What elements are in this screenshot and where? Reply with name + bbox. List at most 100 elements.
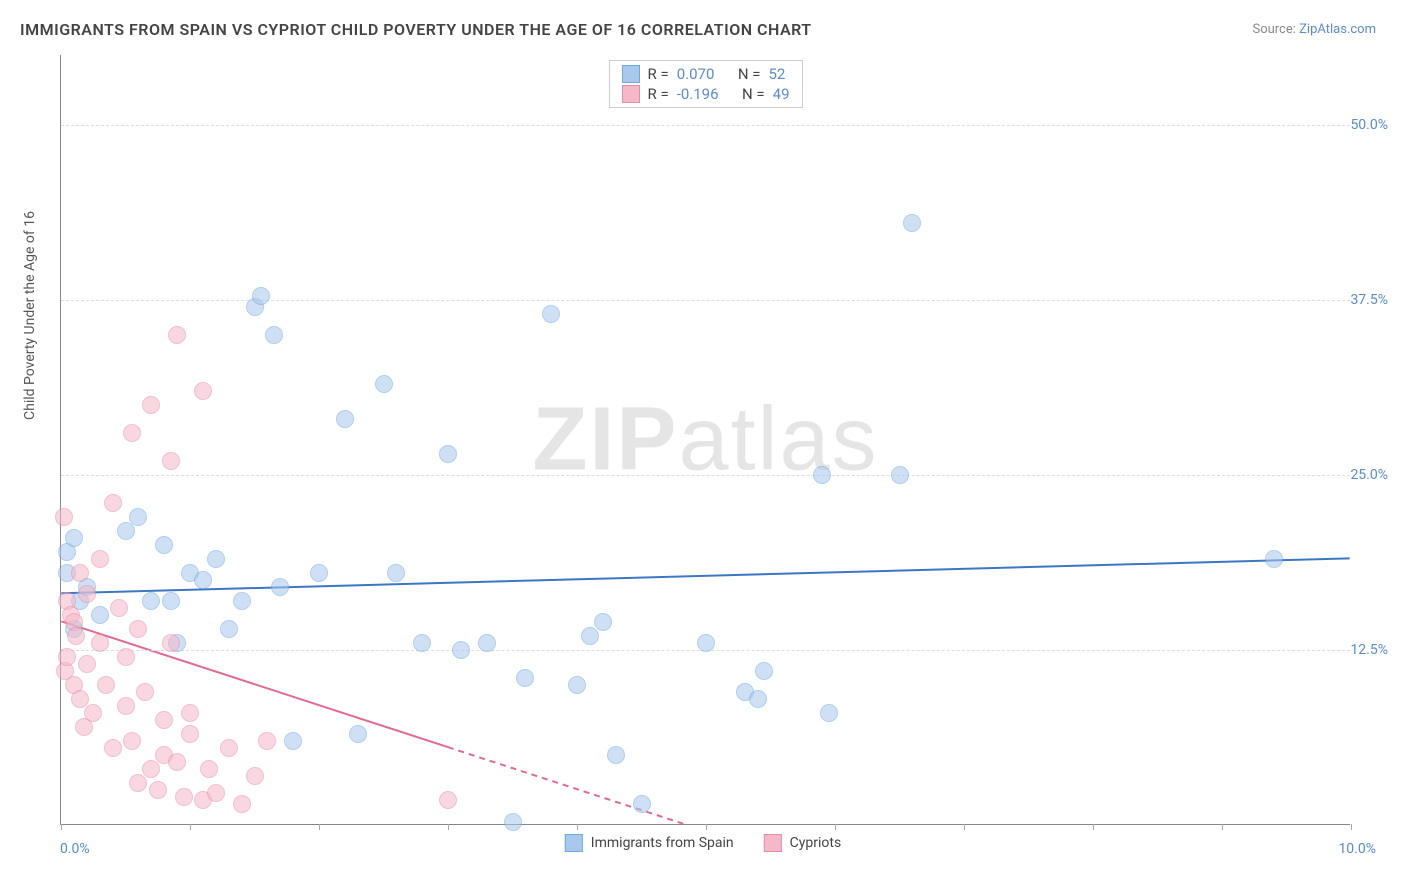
data-point [220, 620, 238, 638]
data-point [58, 648, 76, 666]
y-tick-label: 25.0% [1350, 467, 1388, 483]
data-point [233, 592, 251, 610]
legend-label: Immigrants from Spain [591, 835, 734, 851]
gridline-h [61, 125, 1350, 126]
data-point [568, 676, 586, 694]
data-point [78, 585, 96, 603]
stats-row: R = -0.196 N = 49 [621, 85, 789, 103]
x-tick [319, 824, 320, 830]
n-label: N = [742, 85, 765, 103]
plot-area: ZIPatlas R =0.070 N =52R =-0.196 N =49 [60, 55, 1350, 825]
y-tick-label: 12.5% [1350, 642, 1388, 658]
data-point [91, 634, 109, 652]
data-point [91, 606, 109, 624]
x-tick-min: 0.0% [60, 841, 90, 857]
data-point [84, 704, 102, 722]
stats-row: R =0.070 N =52 [621, 65, 789, 83]
data-point [123, 424, 141, 442]
n-label: N = [738, 65, 761, 83]
data-point [162, 592, 180, 610]
data-point [246, 767, 264, 785]
data-point [123, 732, 141, 750]
data-point [207, 550, 225, 568]
data-point [129, 774, 147, 792]
r-value: -0.196 [677, 85, 719, 103]
y-tick-label: 37.5% [1350, 292, 1388, 308]
data-point [633, 795, 651, 813]
watermark-zip: ZIP [532, 389, 678, 489]
data-point [117, 648, 135, 666]
bottom-legend: Immigrants from Spain Cypriots [565, 834, 841, 852]
data-point [387, 564, 405, 582]
x-tick [448, 824, 449, 830]
data-point [142, 592, 160, 610]
data-point [155, 711, 173, 729]
data-point [607, 746, 625, 764]
data-point [749, 690, 767, 708]
r-label: R = [647, 85, 668, 103]
data-point [175, 788, 193, 806]
data-point [542, 305, 560, 323]
data-point [336, 410, 354, 428]
data-point [155, 536, 173, 554]
data-point [129, 620, 147, 638]
data-point [439, 791, 457, 809]
legend-swatch [565, 834, 583, 852]
data-point [813, 466, 831, 484]
data-point [265, 326, 283, 344]
data-point [581, 627, 599, 645]
watermark-atlas: atlas [678, 389, 878, 489]
data-point [55, 508, 73, 526]
x-tick [1093, 824, 1094, 830]
data-point [903, 214, 921, 232]
data-point [252, 287, 270, 305]
n-value: 49 [773, 85, 790, 103]
data-point [755, 662, 773, 680]
data-point [258, 732, 276, 750]
source-link[interactable]: ZipAtlas.com [1299, 22, 1376, 37]
x-tick [61, 824, 62, 830]
data-point [194, 382, 212, 400]
source-attribution: Source: ZipAtlas.com [1252, 22, 1376, 37]
legend-item: Immigrants from Spain [565, 834, 734, 852]
data-point [91, 550, 109, 568]
data-point [67, 627, 85, 645]
data-point [104, 494, 122, 512]
data-point [891, 466, 909, 484]
data-point [194, 571, 212, 589]
n-value: 52 [768, 65, 785, 83]
data-point [697, 634, 715, 652]
source-prefix: Source: [1252, 22, 1299, 37]
data-point [220, 739, 238, 757]
data-point [452, 641, 470, 659]
data-point [200, 760, 218, 778]
data-point [594, 613, 612, 631]
data-point [181, 725, 199, 743]
data-point [117, 522, 135, 540]
x-tick [1222, 824, 1223, 830]
r-label: R = [647, 65, 668, 83]
data-point [478, 634, 496, 652]
data-point [149, 781, 167, 799]
data-point [284, 732, 302, 750]
data-point [820, 704, 838, 722]
legend-label: Cypriots [790, 835, 842, 851]
stats-legend-box: R =0.070 N =52R =-0.196 N =49 [608, 60, 802, 108]
data-point [310, 564, 328, 582]
data-point [375, 375, 393, 393]
data-point [1265, 550, 1283, 568]
data-point [516, 669, 534, 687]
data-point [129, 508, 147, 526]
data-point [207, 784, 225, 802]
gridline-h [61, 475, 1350, 476]
x-tick [706, 824, 707, 830]
data-point [117, 697, 135, 715]
data-point [104, 739, 122, 757]
data-point [110, 599, 128, 617]
legend-swatch [621, 85, 639, 103]
data-point [162, 452, 180, 470]
data-point [349, 725, 367, 743]
trend-lines [61, 55, 1350, 824]
x-tick [1351, 824, 1352, 830]
data-point [413, 634, 431, 652]
